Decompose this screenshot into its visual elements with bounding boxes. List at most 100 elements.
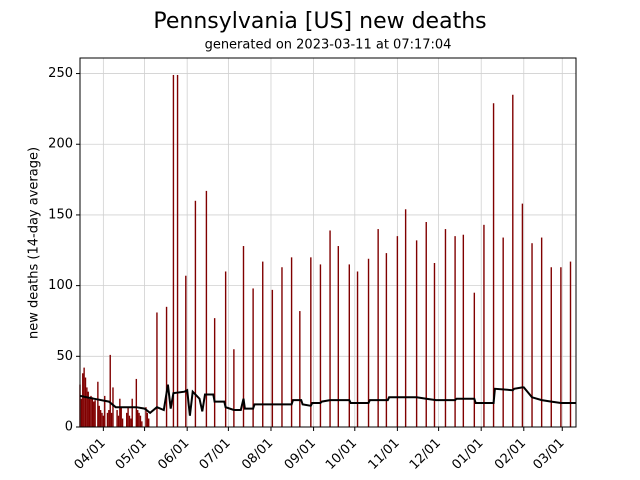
y-tick-label: 250: [48, 66, 73, 81]
x-tick-label: 11/01: [366, 436, 403, 473]
bar: [165, 306, 168, 427]
bar: [90, 395, 92, 427]
bar: [310, 257, 312, 427]
bar: [126, 412, 128, 427]
bar: [97, 381, 99, 427]
bar: [337, 246, 340, 427]
average-line: [79, 384, 576, 416]
y-tick-label: 50: [56, 349, 73, 364]
bar: [233, 349, 235, 427]
x-tick-label: 08/01: [239, 436, 276, 473]
bar: [385, 253, 388, 427]
bar: [262, 261, 264, 427]
bar: [101, 412, 103, 427]
bar: [271, 289, 274, 427]
bar: [290, 257, 293, 427]
bar: [82, 373, 84, 427]
bar: [128, 415, 131, 427]
x-tick-label: 07/01: [197, 436, 234, 473]
bar: [172, 74, 175, 427]
bar: [531, 243, 533, 427]
bar: [356, 271, 359, 427]
bar: [156, 312, 158, 427]
bar: [433, 263, 436, 427]
bar: [98, 405, 100, 427]
bar: [108, 410, 110, 427]
plot-frame: [79, 57, 577, 428]
bar: [80, 398, 83, 427]
bar: [139, 415, 142, 427]
bar: [512, 94, 514, 428]
x-tick-label: 02/01: [492, 436, 529, 473]
chart-subtitle: generated on 2023-03-11 at 07:17:04: [205, 38, 452, 53]
bar: [550, 267, 552, 427]
x-tick-label: 06/01: [155, 436, 192, 473]
bar: [130, 418, 132, 427]
bar: [102, 415, 105, 427]
bar: [135, 378, 138, 427]
bar: [120, 407, 122, 427]
bar: [224, 271, 227, 427]
bar: [94, 400, 96, 427]
bar: [415, 240, 418, 427]
bar: [319, 264, 322, 427]
bar: [377, 229, 379, 427]
bar: [176, 74, 179, 427]
x-tick-label: 10/01: [323, 436, 360, 473]
x-tick-label: 12/01: [407, 436, 444, 473]
y-tick-label: 0: [65, 420, 73, 435]
bar: [141, 421, 143, 427]
bar: [121, 418, 124, 427]
bar: [87, 391, 89, 427]
bar: [454, 236, 456, 427]
bar: [91, 397, 94, 427]
bar: [112, 387, 114, 427]
bar: [117, 415, 120, 427]
bar: [138, 412, 140, 427]
bar: [127, 407, 129, 427]
x-tick-label: 04/01: [72, 436, 109, 473]
bar: [131, 398, 133, 427]
bar: [521, 203, 524, 427]
bar: [502, 237, 504, 427]
bar: [329, 230, 331, 427]
bar: [205, 190, 208, 427]
bar: [473, 292, 476, 427]
y-axis-label: new deaths (14-day average): [27, 147, 42, 339]
bar: [147, 418, 150, 427]
bar: [106, 412, 109, 427]
bar: [146, 412, 149, 427]
x-tick-label: 01/01: [449, 436, 486, 473]
y-tick-label: 100: [48, 278, 73, 293]
y-tick-label: 200: [48, 137, 73, 152]
bar: [116, 410, 118, 427]
bar: [137, 410, 139, 427]
x-tick-label: 05/01: [113, 436, 150, 473]
bar: [348, 264, 350, 427]
bar: [396, 236, 399, 427]
bar: [109, 354, 111, 427]
bar: [86, 387, 88, 427]
bar: [299, 311, 301, 427]
bar: [99, 410, 102, 427]
bar: [119, 398, 121, 427]
bar: [185, 275, 187, 427]
x-tick-label: 03/01: [530, 436, 567, 473]
bar: [404, 209, 407, 427]
bar: [88, 398, 91, 427]
chart-title: Pennsylvania [US] new deaths: [153, 9, 486, 34]
bar: [560, 267, 562, 427]
bar: [213, 318, 216, 427]
bar: [84, 377, 87, 427]
bar: [462, 234, 465, 427]
bar: [281, 267, 283, 427]
bar: [194, 200, 197, 427]
bar: [492, 103, 495, 427]
x-tick-label: 09/01: [282, 436, 319, 473]
bar: [145, 407, 147, 427]
bar: [367, 258, 370, 427]
bar: [110, 412, 113, 427]
bar: [569, 261, 572, 427]
bar: [93, 401, 95, 427]
